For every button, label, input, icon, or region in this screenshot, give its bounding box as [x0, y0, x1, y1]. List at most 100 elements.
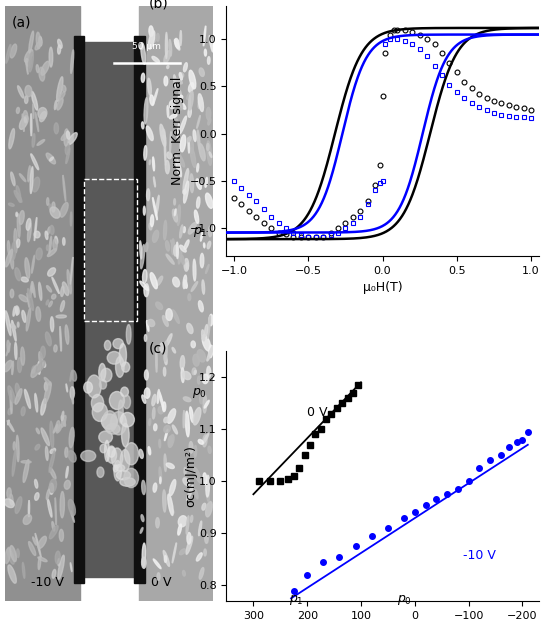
Bar [5, 6, 81, 601]
Ellipse shape [160, 343, 163, 352]
Ellipse shape [30, 167, 33, 193]
Ellipse shape [32, 133, 35, 147]
Ellipse shape [176, 78, 182, 84]
Ellipse shape [205, 325, 208, 336]
Ellipse shape [178, 249, 182, 264]
Ellipse shape [57, 77, 63, 101]
Ellipse shape [20, 173, 26, 182]
Ellipse shape [188, 136, 191, 142]
Ellipse shape [164, 140, 166, 165]
Ellipse shape [187, 533, 191, 544]
Ellipse shape [17, 357, 22, 372]
Ellipse shape [203, 396, 207, 413]
Ellipse shape [70, 212, 72, 226]
Ellipse shape [153, 177, 156, 187]
Ellipse shape [126, 325, 131, 344]
Ellipse shape [139, 449, 143, 458]
Ellipse shape [193, 408, 201, 425]
Ellipse shape [42, 362, 46, 367]
Ellipse shape [208, 226, 212, 237]
Ellipse shape [60, 300, 65, 312]
Ellipse shape [7, 421, 14, 432]
Ellipse shape [187, 91, 193, 100]
Ellipse shape [71, 50, 73, 73]
Text: 0 V: 0 V [307, 406, 327, 419]
Ellipse shape [164, 355, 167, 365]
Ellipse shape [29, 31, 34, 53]
Ellipse shape [189, 96, 190, 118]
Ellipse shape [65, 325, 69, 344]
Ellipse shape [183, 181, 189, 203]
Ellipse shape [186, 263, 188, 270]
Ellipse shape [63, 238, 65, 245]
Ellipse shape [47, 285, 52, 292]
Ellipse shape [119, 344, 126, 367]
Ellipse shape [184, 468, 186, 475]
Ellipse shape [202, 433, 209, 444]
Ellipse shape [203, 473, 207, 485]
Ellipse shape [165, 33, 168, 58]
Ellipse shape [28, 166, 30, 182]
Ellipse shape [44, 382, 51, 403]
Ellipse shape [71, 370, 77, 381]
Ellipse shape [152, 56, 159, 63]
Ellipse shape [112, 448, 123, 468]
Ellipse shape [149, 160, 151, 165]
Ellipse shape [65, 143, 70, 155]
Ellipse shape [163, 135, 165, 140]
Ellipse shape [39, 36, 42, 46]
Ellipse shape [175, 39, 180, 50]
Ellipse shape [16, 212, 17, 217]
Ellipse shape [55, 551, 60, 564]
Ellipse shape [58, 555, 64, 580]
Ellipse shape [166, 309, 172, 321]
Ellipse shape [114, 461, 121, 481]
Ellipse shape [180, 135, 186, 152]
Ellipse shape [159, 467, 162, 481]
Ellipse shape [180, 31, 182, 46]
Ellipse shape [139, 44, 144, 49]
Ellipse shape [207, 366, 211, 378]
Ellipse shape [21, 461, 31, 463]
Ellipse shape [146, 126, 153, 141]
Ellipse shape [141, 557, 146, 568]
Ellipse shape [69, 500, 76, 515]
Ellipse shape [8, 408, 12, 414]
Ellipse shape [17, 549, 19, 558]
Ellipse shape [56, 421, 60, 431]
Ellipse shape [207, 346, 214, 361]
Ellipse shape [156, 33, 159, 41]
Ellipse shape [206, 108, 211, 120]
Ellipse shape [84, 382, 92, 393]
Ellipse shape [41, 346, 45, 358]
Ellipse shape [157, 389, 159, 403]
Ellipse shape [191, 282, 197, 291]
Bar [84, 179, 137, 322]
Ellipse shape [5, 311, 11, 336]
Ellipse shape [194, 370, 196, 374]
Ellipse shape [156, 302, 163, 309]
Ellipse shape [205, 534, 208, 543]
Ellipse shape [169, 480, 176, 496]
Ellipse shape [10, 251, 14, 269]
Ellipse shape [15, 383, 20, 396]
Ellipse shape [48, 268, 55, 276]
Ellipse shape [70, 371, 73, 381]
Ellipse shape [35, 41, 42, 50]
Ellipse shape [169, 39, 171, 56]
Ellipse shape [176, 242, 178, 259]
Ellipse shape [149, 31, 155, 49]
Ellipse shape [9, 128, 15, 149]
Ellipse shape [11, 172, 15, 186]
Ellipse shape [202, 330, 205, 341]
Ellipse shape [199, 521, 202, 536]
Ellipse shape [188, 294, 191, 300]
Ellipse shape [188, 91, 193, 110]
Ellipse shape [183, 411, 184, 428]
Ellipse shape [190, 147, 196, 168]
Ellipse shape [184, 259, 189, 271]
Ellipse shape [9, 203, 14, 207]
Ellipse shape [50, 483, 54, 495]
Ellipse shape [46, 300, 48, 305]
Ellipse shape [153, 89, 158, 105]
